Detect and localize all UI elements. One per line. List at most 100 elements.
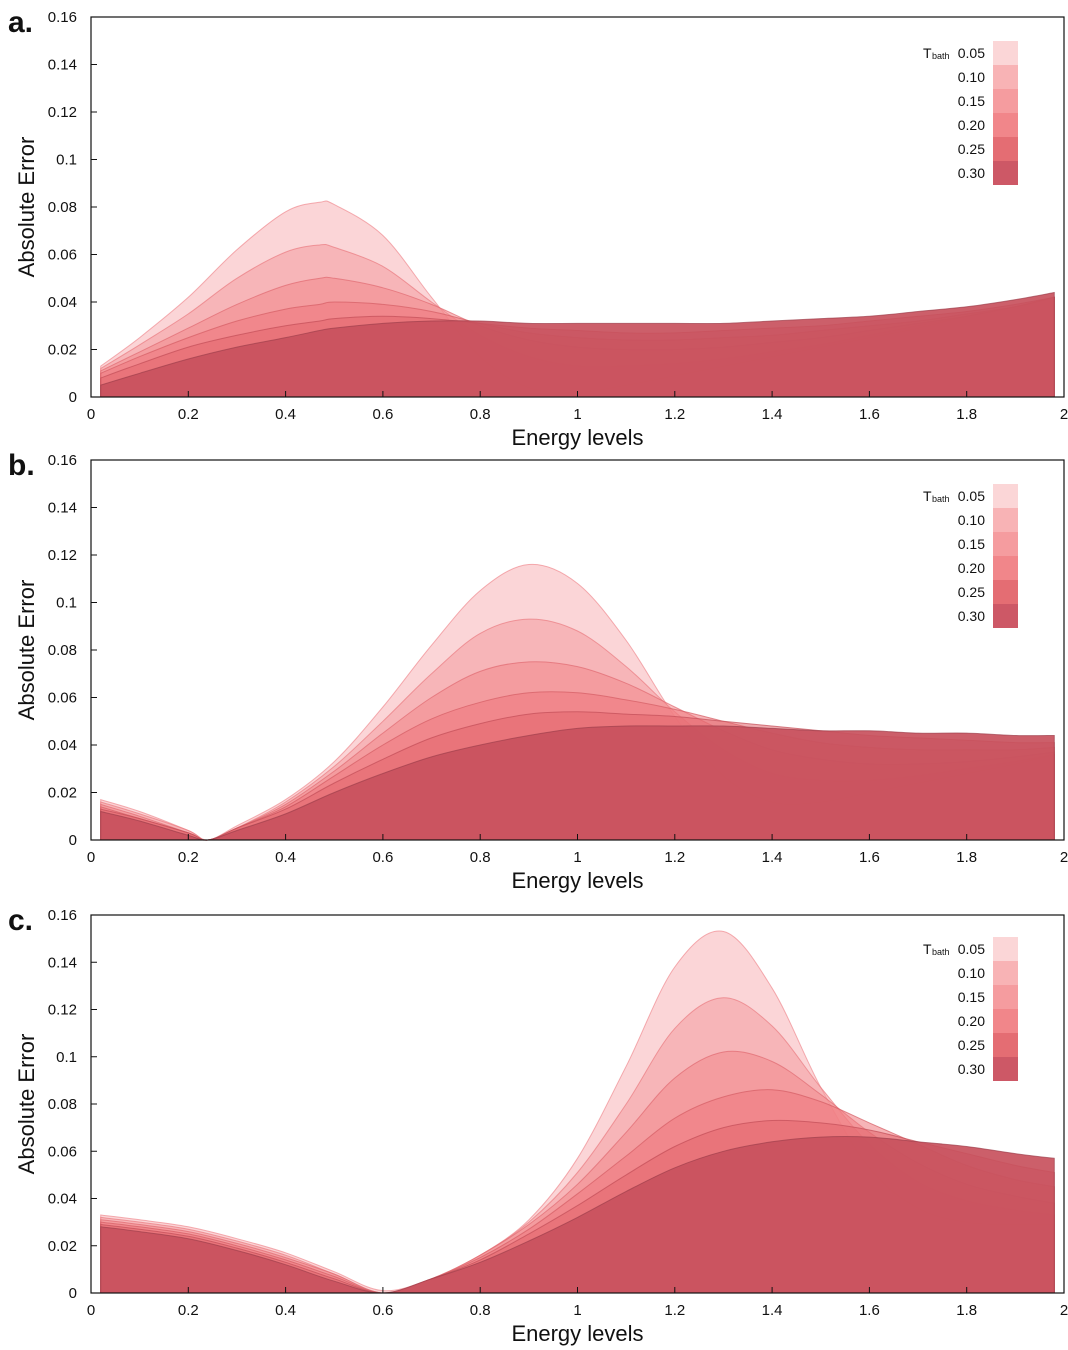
series-areas [100,200,1055,398]
legend-label: 0.25 [958,1037,985,1053]
legend-swatch-0.20 [993,113,1018,137]
x-tick-label: 1 [573,1302,581,1319]
legend-label: 0.10 [958,965,985,981]
panel-label: c. [8,904,33,937]
x-tick-label: 1.2 [664,1302,685,1319]
legend-label: 0.30 [958,1061,985,1077]
y-tick-label: 0 [69,1285,77,1302]
legend-swatch-0.05 [993,484,1018,508]
panel-3: 0 0.02 0.04 0.06 0.08 0.1 0.12 0.14 0.16 0 0.2 0.4 0… [8,904,1068,1346]
x-tick-label: 1.2 [664,849,685,866]
area-series-0.30 [100,291,1055,398]
panel-2: 0 0.02 0.04 0.06 0.08 0.1 0.12 0.14 0.16 0 0.2 0.4 0… [8,449,1068,893]
x-tick-label: 2 [1060,1302,1068,1319]
y-tick-label: 0.08 [48,1096,77,1113]
legend-title: T [923,488,932,504]
legend-label: 0.20 [958,117,985,133]
y-axis-label: Absolute Error [14,580,39,721]
y-tick-label: 0.06 [48,690,77,707]
legend-swatch-0.20 [993,1009,1018,1033]
y-tick-label: 0.1 [56,152,77,169]
y-tick-label: 0.16 [48,452,77,469]
area-series-0.30 [100,1136,1055,1294]
x-axis-label: Energy levels [511,868,643,893]
x-tick-label: 0.6 [372,849,393,866]
x-tick-label: 1.6 [859,406,880,423]
legend-label: 0.05 [958,941,985,957]
legend: 0.05 0.10 0.15 0.20 0.25 0.30 T bath [923,484,1018,628]
legend-label: 0.30 [958,165,985,181]
legend-title-subscript: bath [932,51,950,61]
x-tick-label: 0.2 [178,1302,199,1319]
x-tick-label: 1.2 [664,406,685,423]
panel-1: 0 0.02 0.04 0.06 0.08 0.1 0.12 0.14 0.16 0 0.2 0.4 0… [8,6,1068,450]
legend-label: 0.10 [958,512,985,528]
y-tick-label: 0 [69,832,77,849]
x-tick-label: 0.2 [178,406,199,423]
panel-label: a. [8,6,33,39]
x-tick-label: 1 [573,849,581,866]
x-tick-label: 2 [1060,849,1068,866]
x-axis-label: Energy levels [511,1321,643,1346]
y-tick-label: 0.04 [48,737,77,754]
y-axis-label: Absolute Error [14,1034,39,1175]
legend-swatch-0.15 [993,985,1018,1009]
x-tick-label: 0 [87,849,95,866]
y-tick-label: 0.04 [48,294,77,311]
y-tick-label: 0.12 [48,547,77,564]
y-tick-label: 0.16 [48,9,77,26]
x-tick-label: 0.2 [178,849,199,866]
legend-label: 0.10 [958,69,985,85]
x-tick-label: 0.4 [275,1302,296,1319]
y-tick-label: 0.14 [48,954,77,971]
y-tick-label: 0.04 [48,1191,77,1208]
x-tick-label: 1.8 [956,406,977,423]
y-tick-label: 0.1 [56,595,77,612]
legend-swatch-0.05 [993,937,1018,961]
legend-label: 0.05 [958,45,985,61]
legend-swatch-0.15 [993,89,1018,113]
legend-swatch-0.10 [993,508,1018,532]
series-areas [100,930,1055,1294]
y-tick-label: 0.1 [56,1049,77,1066]
x-tick-label: 1.8 [956,849,977,866]
legend-swatch-0.30 [993,161,1018,185]
legend-swatch-0.30 [993,1057,1018,1081]
x-axis-label: Energy levels [511,425,643,450]
legend-label: 0.15 [958,989,985,1005]
legend-label: 0.25 [958,584,985,600]
x-tick-label: 0.8 [470,849,491,866]
legend-title-subscript: bath [932,947,950,957]
x-tick-label: 1.4 [762,406,783,423]
y-tick-label: 0.12 [48,1002,77,1019]
legend-title: T [923,45,932,61]
y-tick-label: 0.14 [48,57,77,74]
x-tick-label: 1.8 [956,1302,977,1319]
x-tick-label: 0 [87,1302,95,1319]
x-tick-label: 1 [573,406,581,423]
legend-swatch-0.10 [993,961,1018,985]
legend-swatch-0.20 [993,556,1018,580]
y-tick-label: 0.02 [48,1238,77,1255]
y-tick-label: 0.16 [48,907,77,924]
y-tick-label: 0.14 [48,500,77,517]
area-series-0.30 [100,725,1055,841]
y-tick-label: 0.06 [48,247,77,264]
legend-label: 0.20 [958,560,985,576]
x-tick-label: 0.6 [372,1302,393,1319]
x-tick-label: 0.4 [275,849,296,866]
y-tick-label: 0.08 [48,199,77,216]
legend-label: 0.30 [958,608,985,624]
legend-label: 0.05 [958,488,985,504]
legend-swatch-0.25 [993,580,1018,604]
y-tick-label: 0.06 [48,1143,77,1160]
legend-swatch-0.05 [993,41,1018,65]
legend-swatch-0.25 [993,1033,1018,1057]
y-tick-label: 0 [69,389,77,406]
legend-swatch-0.25 [993,137,1018,161]
legend-swatch-0.30 [993,604,1018,628]
x-tick-label: 1.6 [859,1302,880,1319]
legend: 0.05 0.10 0.15 0.20 0.25 0.30 T bath [923,41,1018,185]
x-tick-label: 0.8 [470,406,491,423]
